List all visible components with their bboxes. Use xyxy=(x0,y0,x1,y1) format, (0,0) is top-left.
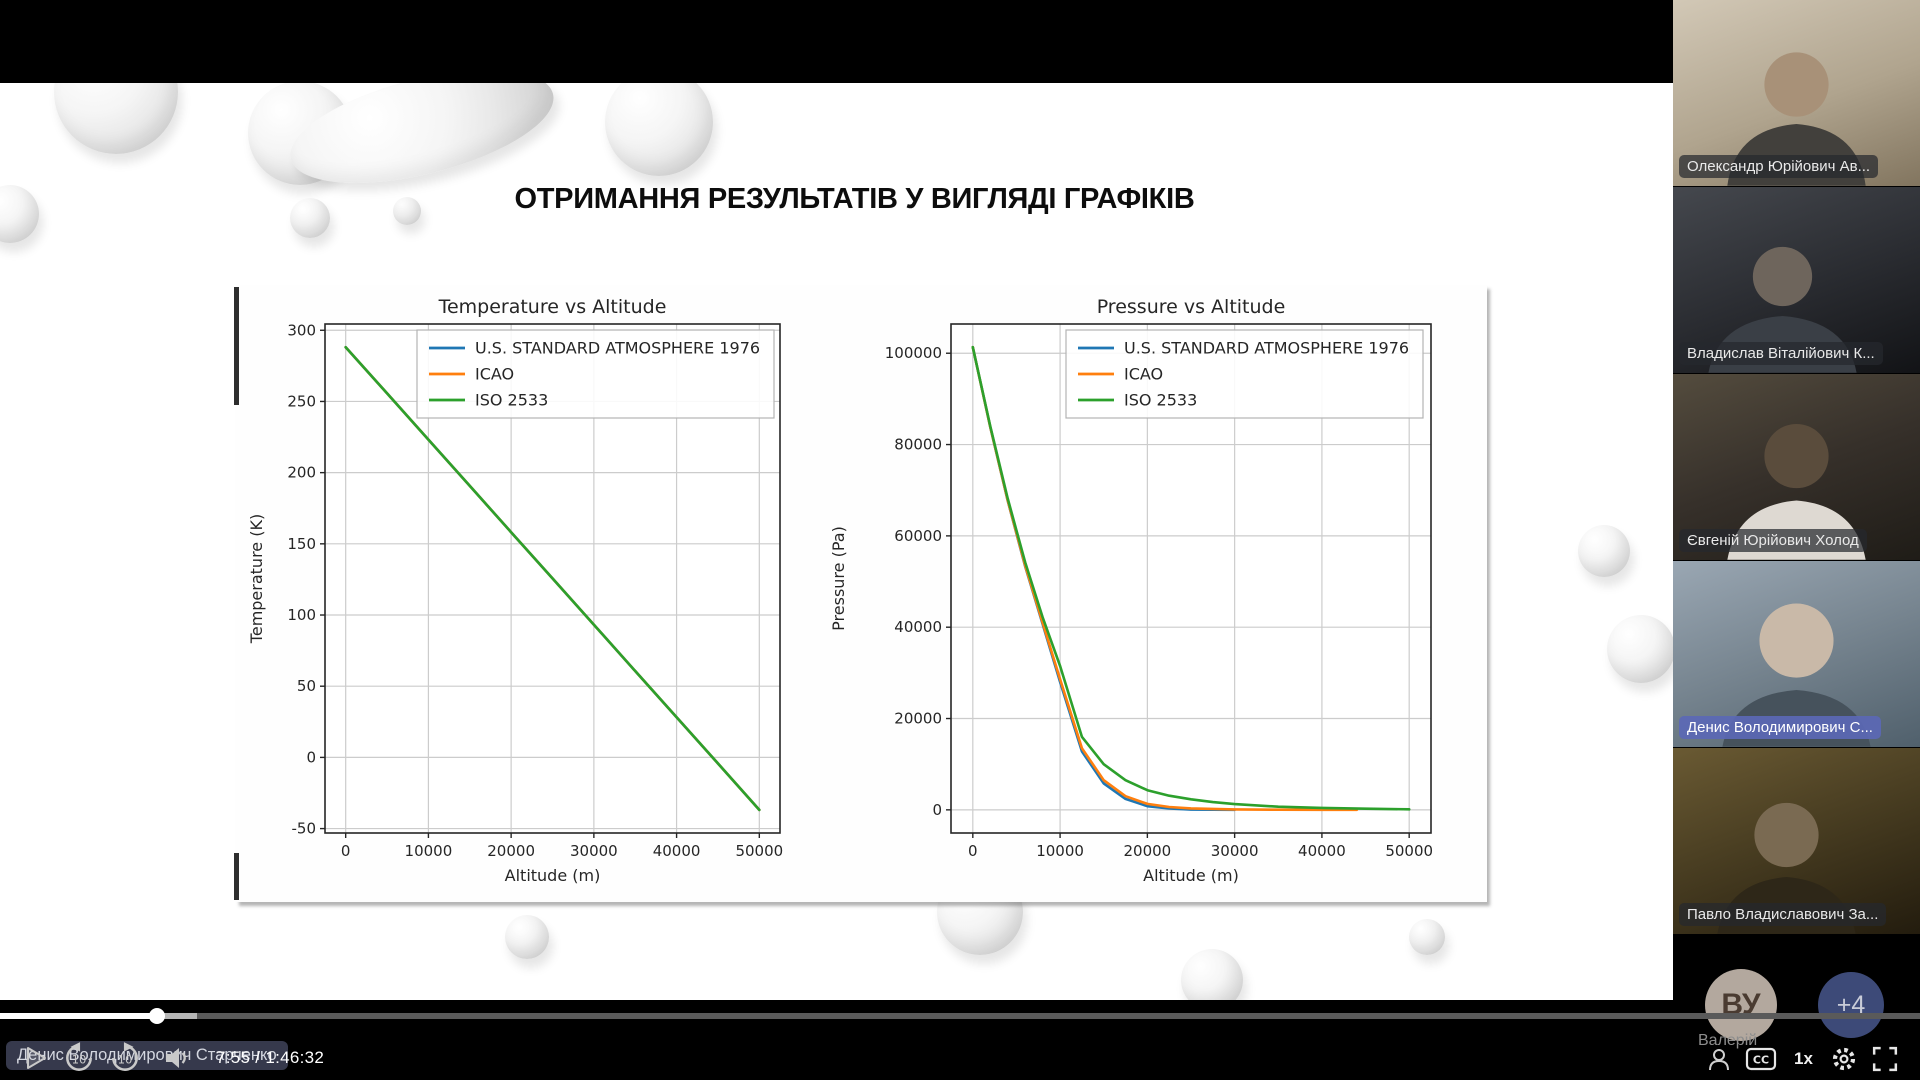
svg-text:0: 0 xyxy=(306,748,316,766)
svg-text:50000: 50000 xyxy=(1385,842,1433,860)
progress-played xyxy=(0,1013,157,1019)
svg-text:50: 50 xyxy=(297,677,316,695)
svg-text:ICAO: ICAO xyxy=(475,365,514,384)
svg-text:0: 0 xyxy=(341,842,351,860)
svg-text:10000: 10000 xyxy=(1036,842,1084,860)
svg-text:200: 200 xyxy=(287,464,316,482)
svg-text:100: 100 xyxy=(287,606,316,624)
progress-track xyxy=(0,1013,1920,1019)
bubble-decoration xyxy=(393,197,421,225)
svg-text:50000: 50000 xyxy=(735,842,783,860)
svg-text:ISO 2533: ISO 2533 xyxy=(475,391,548,410)
skip-forward-10-button[interactable]: 10 xyxy=(108,1041,142,1075)
bubble-decoration xyxy=(1578,525,1630,577)
svg-text:250: 250 xyxy=(287,392,316,410)
progress-playhead[interactable] xyxy=(149,1008,165,1024)
letterbox-top xyxy=(0,0,1673,83)
participant-video[interactable]: Владислав Віталійович К... xyxy=(1673,187,1920,373)
bubble-decoration xyxy=(1181,949,1243,1000)
svg-text:-50: -50 xyxy=(292,820,317,838)
svg-text:ICAO: ICAO xyxy=(1124,365,1163,384)
time-display: 7:55 / 1:46:32 xyxy=(216,1048,325,1067)
svg-text:Pressure vs Altitude: Pressure vs Altitude xyxy=(1097,296,1286,318)
settings-gear-icon[interactable] xyxy=(1830,1045,1858,1073)
svg-text:Altitude (m): Altitude (m) xyxy=(1143,866,1239,885)
svg-text:100000: 100000 xyxy=(885,344,942,362)
svg-text:300: 300 xyxy=(287,321,316,339)
svg-text:U.S. STANDARD ATMOSPHERE 1976: U.S. STANDARD ATMOSPHERE 1976 xyxy=(475,339,760,358)
more-participants-badge[interactable]: +4 xyxy=(1818,972,1884,1038)
presentation-slide: ОТРИМАННЯ РЕЗУЛЬТАТІВ У ВИГЛЯДІ ГРАФІКІВ… xyxy=(0,83,1673,1000)
svg-text:30000: 30000 xyxy=(570,842,618,860)
participant-video[interactable]: Павло Владиславович За... xyxy=(1673,748,1920,934)
svg-text:ISO 2533: ISO 2533 xyxy=(1124,391,1197,410)
screen-share-area: ОТРИМАННЯ РЕЗУЛЬТАТІВ У ВИГЛЯДІ ГРАФІКІВ… xyxy=(0,0,1673,1000)
participant-name-active-speaker: Денис Володимирович С... xyxy=(1679,716,1881,739)
volume-button[interactable] xyxy=(162,1043,192,1073)
svg-text:40000: 40000 xyxy=(1298,842,1346,860)
svg-text:CC: CC xyxy=(1753,1054,1769,1067)
svg-text:10: 10 xyxy=(118,1052,133,1066)
svg-text:Temperature (K): Temperature (K) xyxy=(247,514,266,644)
skip-back-10-button[interactable]: 10 xyxy=(62,1041,96,1075)
svg-text:40000: 40000 xyxy=(653,842,701,860)
window-edge-mark xyxy=(234,853,239,900)
bubble-decoration xyxy=(505,915,549,959)
slide-title: ОТРИМАННЯ РЕЗУЛЬТАТІВ У ВИГЛЯДІ ГРАФІКІВ xyxy=(514,183,1195,215)
svg-text:150: 150 xyxy=(287,535,316,553)
player-controls-right: CC 1x xyxy=(1700,1040,1905,1078)
svg-text:10: 10 xyxy=(72,1052,87,1066)
svg-text:Pressure (Pa): Pressure (Pa) xyxy=(829,526,848,631)
svg-text:0: 0 xyxy=(968,842,978,860)
bubble-decoration xyxy=(54,83,178,154)
bubble-decoration xyxy=(1409,919,1445,955)
bubble-decoration xyxy=(1607,615,1673,683)
progress-bar[interactable] xyxy=(0,1008,1920,1024)
person-icon[interactable] xyxy=(1707,1047,1731,1071)
window-edge-mark xyxy=(234,287,239,405)
svg-text:30000: 30000 xyxy=(1211,842,1259,860)
charts-figure-panel: 0 10000 20000 30000 40000 50000 -50 0 50 100 150 20… xyxy=(234,285,1487,902)
participant-avatar[interactable]: ВУ xyxy=(1705,969,1777,1041)
chart-2: 0 10000 20000 30000 40000 50000 0 20000 40000 600… xyxy=(829,296,1433,885)
subtitles-button[interactable]: CC xyxy=(1745,1047,1777,1071)
svg-text:60000: 60000 xyxy=(894,527,942,545)
participant-name: Владислав Віталійович К... xyxy=(1679,342,1883,365)
svg-text:20000: 20000 xyxy=(1124,842,1172,860)
svg-text:80000: 80000 xyxy=(894,436,942,454)
participant-name: Євгеній Юрійович Холод xyxy=(1679,529,1867,552)
fullscreen-button[interactable] xyxy=(1872,1046,1898,1072)
svg-text:10000: 10000 xyxy=(405,842,453,860)
svg-text:40000: 40000 xyxy=(894,618,942,636)
player-controls-left: 10 10 7:55 / 1:46:32 xyxy=(0,1036,324,1080)
speaker-name-toast: Денис Володимирович Старченко xyxy=(6,1041,288,1070)
participant-name: Павло Владиславович За... xyxy=(1679,903,1887,926)
svg-text:20000: 20000 xyxy=(487,842,535,860)
svg-text:0: 0 xyxy=(932,801,942,819)
svg-text:Altitude (m): Altitude (m) xyxy=(505,866,601,885)
participants-sidebar: Олександр Юрійович Ав... Владислав Вітал… xyxy=(1673,0,1920,1080)
svg-text:U.S. STANDARD ATMOSPHERE 1976: U.S. STANDARD ATMOSPHERE 1976 xyxy=(1124,339,1409,358)
participant-video[interactable]: Олександр Юрійович Ав... xyxy=(1673,0,1920,186)
bubble-decoration xyxy=(290,198,330,238)
charts-figure: 0 10000 20000 30000 40000 50000-5005010015020… xyxy=(247,296,1433,885)
svg-text:Temperature vs Altitude: Temperature vs Altitude xyxy=(438,296,667,318)
bubble-decoration xyxy=(605,83,713,176)
svg-text:20000: 20000 xyxy=(894,710,942,728)
participant-video[interactable]: Євгеній Юрійович Холод xyxy=(1673,374,1920,560)
play-button[interactable] xyxy=(20,1043,50,1073)
participant-name: Олександр Юрійович Ав... xyxy=(1679,155,1879,178)
chart-1: 0 10000 20000 30000 40000 50000 -50 0 50 100 150 20… xyxy=(247,296,783,885)
playback-speed-button[interactable]: 1x xyxy=(1794,1049,1813,1068)
participant-video[interactable]: Денис Володимирович С... xyxy=(1673,561,1920,747)
participant-avatar-name: Валерій xyxy=(1698,1032,1758,1049)
